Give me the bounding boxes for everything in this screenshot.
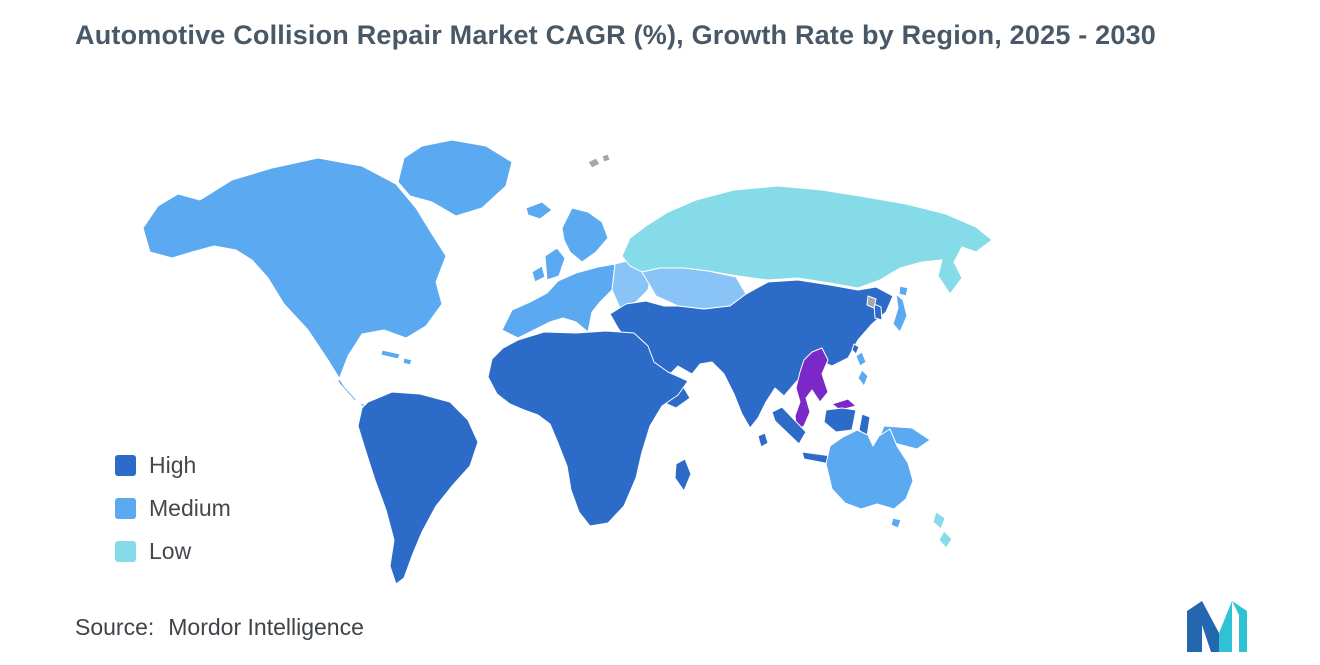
legend-label-medium: Medium <box>149 495 231 521</box>
legend-swatch-high <box>115 455 136 476</box>
legend-label-low: Low <box>149 538 192 564</box>
source-value: Mordor Intelligence <box>168 614 364 640</box>
region-new-zealand-north <box>932 511 946 530</box>
region-tasmania <box>890 517 902 529</box>
legend-item-medium: Medium <box>115 495 231 522</box>
region-caribbean-cuba <box>380 349 401 360</box>
region-north-korea <box>866 295 877 309</box>
region-sri-lanka <box>757 432 769 448</box>
source-line: Source: Mordor Intelligence <box>75 614 364 641</box>
region-uk <box>544 247 566 281</box>
region-japan-hokkaido <box>898 285 909 297</box>
region-taiwan <box>851 343 860 355</box>
region-south-korea <box>873 303 883 321</box>
region-south-america <box>357 391 479 585</box>
source-label: Source: <box>75 614 155 640</box>
region-north-america <box>142 157 447 419</box>
legend-item-low: Low <box>115 538 231 565</box>
region-svalbard <box>587 157 601 169</box>
region-borneo <box>823 407 857 433</box>
legend-item-high: High <box>115 452 231 479</box>
region-madagascar <box>674 458 692 492</box>
legend-swatch-medium <box>115 498 136 519</box>
legend: High Medium Low <box>115 452 231 565</box>
region-malaysia-borneo <box>831 398 857 411</box>
region-svalbard-2 <box>601 153 611 163</box>
legend-swatch-low <box>115 541 136 562</box>
chart-title: Automotive Collision Repair Market CAGR … <box>75 20 1157 50</box>
region-sumatra <box>771 406 807 445</box>
region-japan <box>892 293 908 333</box>
region-scandinavia <box>561 207 609 263</box>
region-new-zealand-south <box>938 530 953 549</box>
legend-label-high: High <box>149 452 197 478</box>
region-australia <box>825 428 914 510</box>
region-russia <box>621 185 993 295</box>
mordor-intelligence-logo-icon <box>1187 601 1247 652</box>
region-africa <box>487 330 689 527</box>
region-caribbean-hispaniola <box>402 357 413 366</box>
region-greenland <box>397 139 513 217</box>
region-ireland <box>531 265 546 283</box>
region-philippines-2 <box>857 369 869 387</box>
region-se-asia-purple <box>794 347 829 431</box>
region-western-europe <box>501 263 616 339</box>
region-iceland <box>525 201 553 220</box>
region-philippines-1 <box>855 351 867 367</box>
